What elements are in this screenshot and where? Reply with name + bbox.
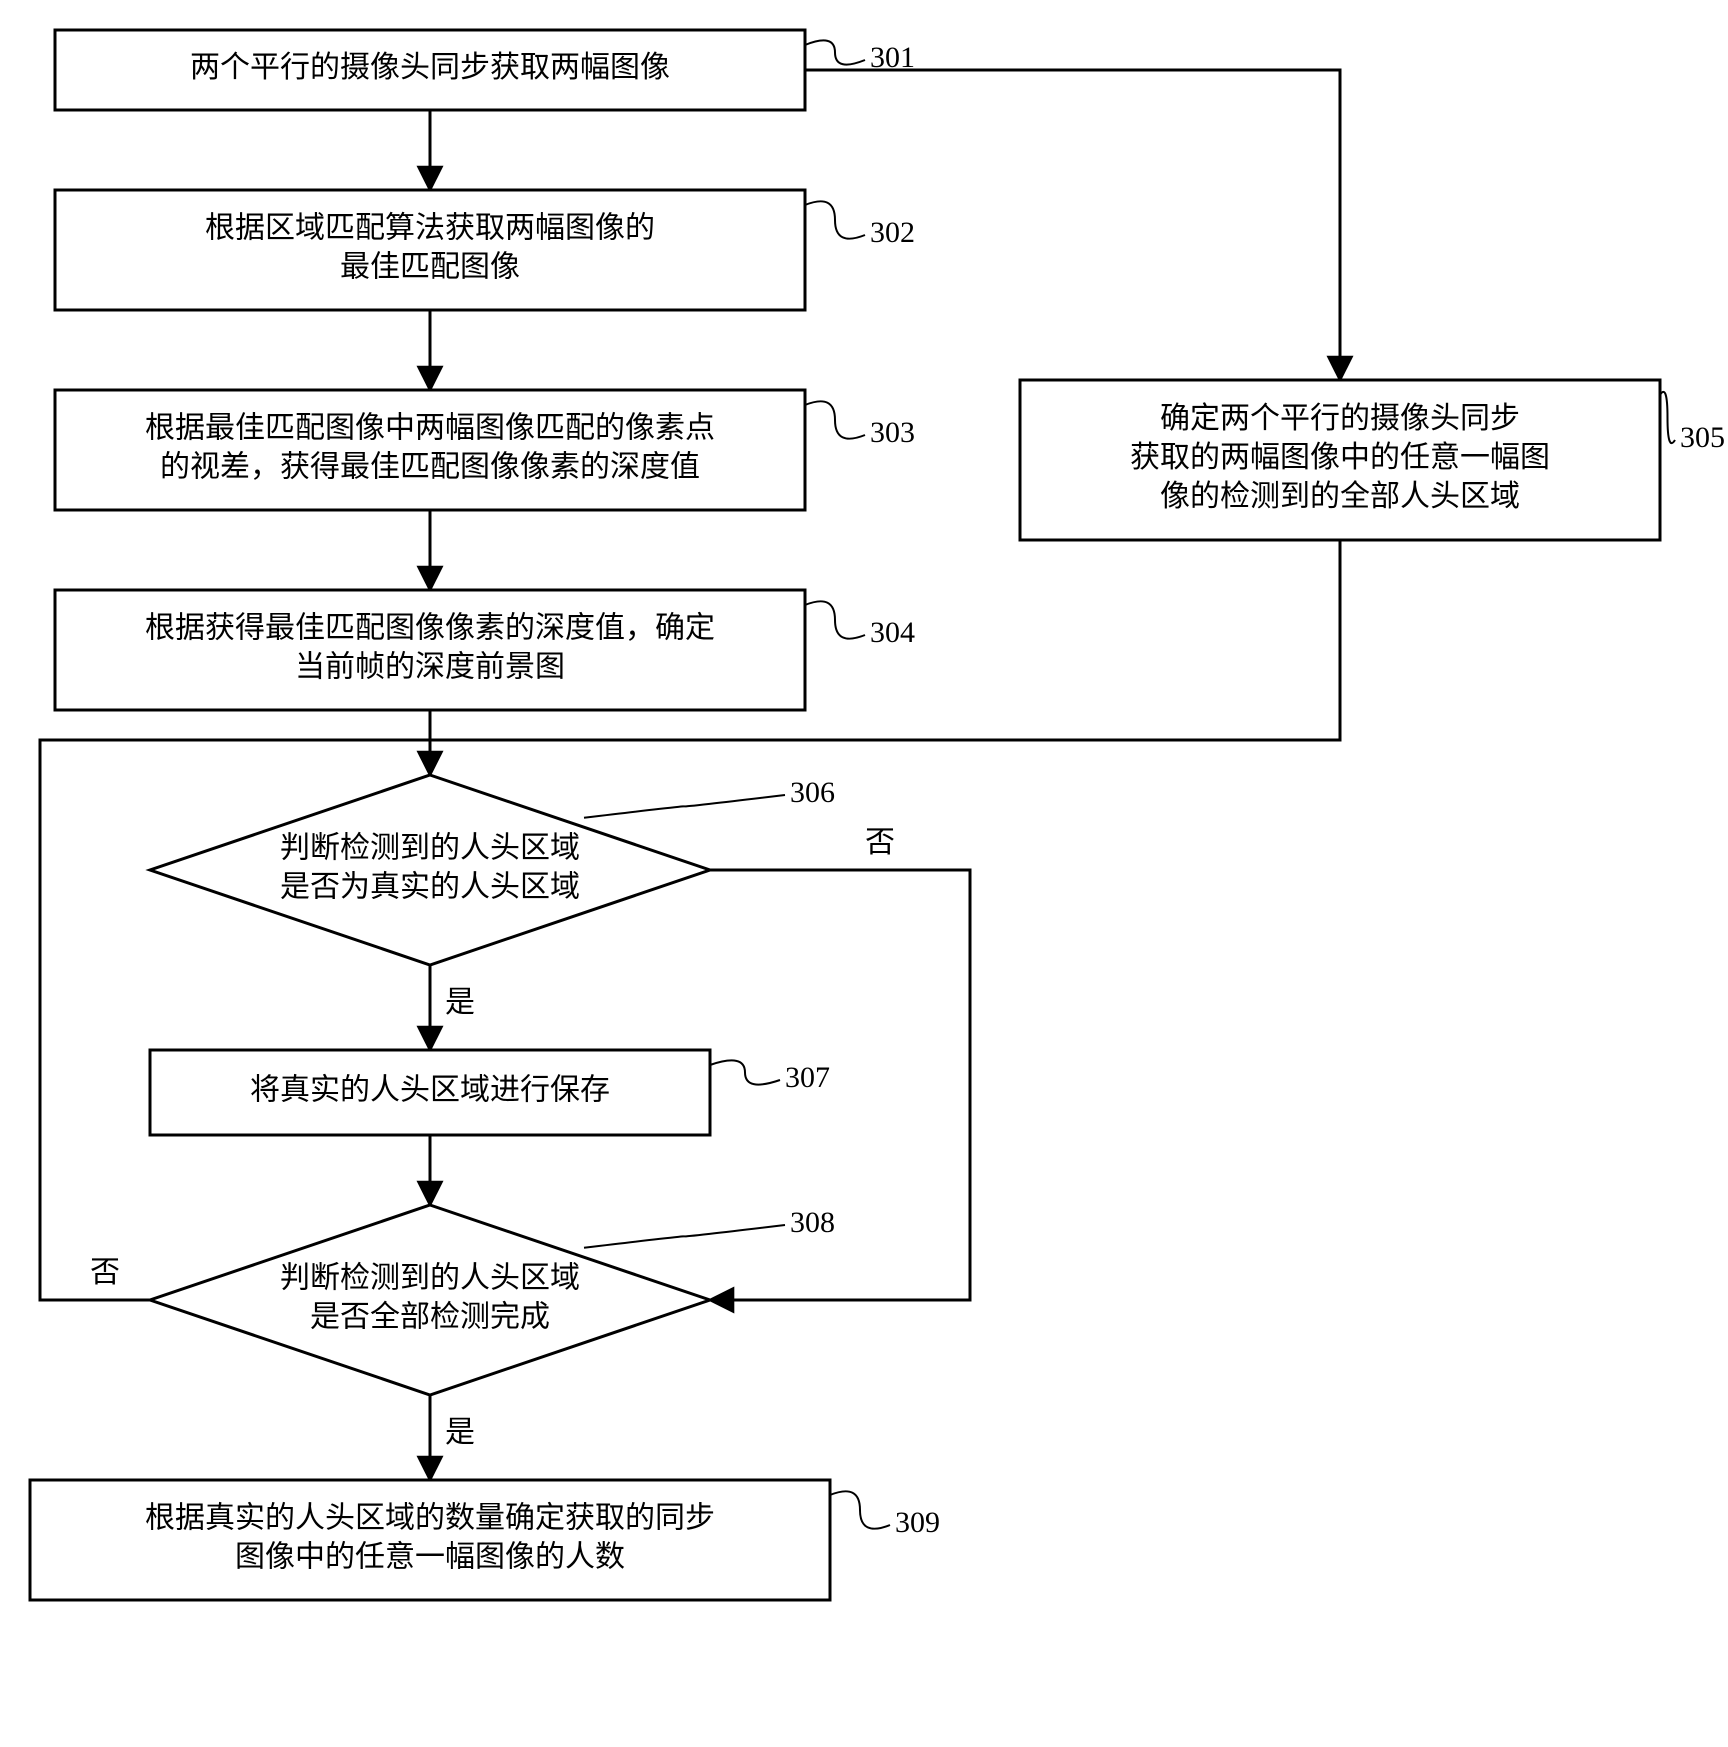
node-text: 确定两个平行的摄像头同步	[1160, 402, 1520, 435]
flow-edge	[710, 870, 970, 1300]
node-text: 将真实的人头区域进行保存	[250, 1073, 610, 1106]
node-text: 的视差，获得最佳匹配图像像素的深度值	[160, 450, 700, 483]
node-text: 是否全部检测完成	[310, 1300, 550, 1333]
node-text: 是否为真实的人头区域	[280, 870, 580, 903]
edge-label: 否	[90, 1256, 120, 1289]
node-text: 最佳匹配图像	[340, 250, 520, 283]
node-text: 获取的两幅图像中的任意一幅图	[1130, 441, 1550, 474]
node-text: 像的检测到的全部人头区域	[1160, 480, 1520, 513]
step-number-label: 301	[870, 41, 915, 74]
step-number-label: 308	[790, 1206, 835, 1239]
step-number-label: 309	[895, 1506, 940, 1539]
edge-label: 是	[445, 1416, 475, 1449]
node-text: 判断检测到的人头区域	[280, 831, 580, 864]
step-number-label: 306	[790, 776, 835, 809]
node-text: 当前帧的深度前景图	[295, 650, 565, 683]
node-text: 根据获得最佳匹配图像像素的深度值，确定	[145, 611, 715, 644]
step-number-label: 303	[870, 416, 915, 449]
edge-label: 是	[445, 986, 475, 1019]
node-text: 图像中的任意一幅图像的人数	[235, 1540, 625, 1573]
step-number-label: 304	[870, 616, 915, 649]
step-number-label: 302	[870, 216, 915, 249]
node-text: 根据真实的人头区域的数量确定获取的同步	[145, 1501, 715, 1534]
node-text: 根据区域匹配算法获取两幅图像的	[205, 211, 655, 244]
node-text: 两个平行的摄像头同步获取两幅图像	[190, 51, 670, 84]
step-number-label: 305	[1680, 421, 1725, 454]
node-text: 根据最佳匹配图像中两幅图像匹配的像素点	[145, 411, 715, 444]
edge-label: 否	[865, 826, 895, 859]
node-text: 判断检测到的人头区域	[280, 1261, 580, 1294]
step-number-label: 307	[785, 1061, 830, 1094]
